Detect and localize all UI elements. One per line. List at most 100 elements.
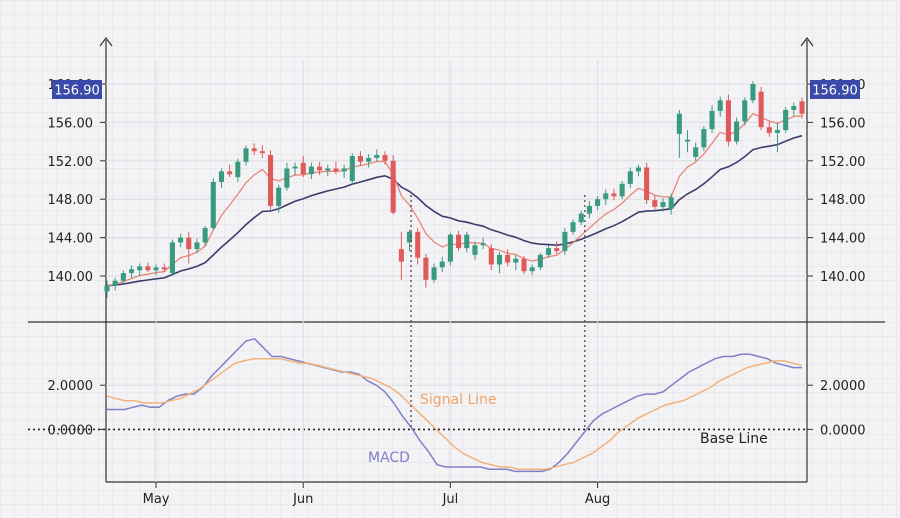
candle-body <box>104 285 110 292</box>
candle-body <box>112 280 118 286</box>
candle-down <box>758 86 764 131</box>
candle-up <box>210 178 216 230</box>
candle-down <box>161 263 167 273</box>
candle-down <box>644 162 650 204</box>
candle-body <box>505 254 511 263</box>
candle-body <box>652 200 658 207</box>
candle-body <box>464 234 470 249</box>
candle-up <box>783 107 789 133</box>
candle-down <box>333 161 339 175</box>
candle-body <box>366 157 372 162</box>
candle-up <box>169 239 175 276</box>
candle-body <box>562 231 568 252</box>
candle-down <box>300 156 306 178</box>
candle-body <box>374 155 380 158</box>
candlesticks <box>104 81 805 299</box>
candle-up <box>194 238 200 253</box>
candle-body <box>292 166 298 169</box>
candle-body <box>783 109 789 131</box>
candle-up <box>635 164 642 177</box>
candle-up <box>202 226 208 247</box>
candle-body <box>513 258 519 263</box>
candle-up <box>366 154 372 168</box>
indicator-right-tick-label: 0.0000 <box>820 423 866 438</box>
candle-down <box>725 94 731 147</box>
candle-body <box>169 242 175 274</box>
candle-up <box>709 105 715 133</box>
candle-body <box>357 156 364 162</box>
right-price-tag-label: 156.90 <box>812 84 858 99</box>
base-line-annotation: Base Line <box>700 431 768 447</box>
candle-body <box>349 156 355 181</box>
candle-body <box>480 243 486 246</box>
candle-body <box>202 228 208 243</box>
time-tick-label: Jun <box>292 492 313 507</box>
indicator-right-tick-label: 2.0000 <box>820 379 866 394</box>
candle-down <box>554 241 560 254</box>
candle-down <box>799 97 805 119</box>
price-right-tick-label: 152.00 <box>820 155 866 170</box>
candle-up <box>734 117 740 145</box>
candle-body <box>586 205 592 214</box>
candle-up <box>104 280 110 299</box>
candle-up <box>292 162 298 176</box>
candle-body <box>619 183 625 197</box>
candle-down <box>317 161 323 176</box>
candle-body <box>423 257 429 280</box>
candle-body <box>300 162 306 175</box>
candle-up <box>431 263 437 283</box>
candle-body <box>186 237 192 250</box>
candle-up <box>595 196 601 210</box>
candle-body <box>750 84 756 101</box>
right-price-tag: 156.90 <box>810 80 860 99</box>
candle-body <box>734 121 740 142</box>
candle-up <box>178 233 184 248</box>
left-price-tag-label: 156.90 <box>54 84 100 99</box>
candle-body <box>235 161 241 178</box>
candle-body <box>488 248 494 265</box>
candle-body <box>128 269 135 274</box>
candle-up <box>153 264 159 276</box>
candle-body <box>259 151 265 154</box>
macd-annotation: MACD <box>368 450 410 466</box>
candle-up <box>276 184 282 213</box>
candle-up <box>742 97 748 126</box>
candle-up <box>619 180 625 200</box>
candle-up <box>562 228 568 255</box>
left-price-tag: 156.90 <box>52 80 102 99</box>
candle-up <box>774 122 781 153</box>
candle-down <box>652 195 658 210</box>
candle-up <box>750 81 756 104</box>
candle-body <box>308 166 314 175</box>
candle-up <box>480 237 486 250</box>
price-right-tick-label: 156.00 <box>820 116 866 131</box>
candle-down <box>357 151 364 166</box>
candle-body <box>595 199 601 206</box>
candle-body <box>161 267 167 270</box>
candle-up <box>660 198 666 212</box>
candle-down <box>488 244 494 271</box>
candle-down <box>186 231 192 264</box>
signal-line-annotation: Signal Line <box>420 392 497 408</box>
candle-body <box>668 197 674 209</box>
candle-up <box>668 193 674 215</box>
candle-down <box>227 164 233 178</box>
candle-body <box>635 167 642 172</box>
candle-down <box>259 145 265 158</box>
candle-down <box>505 249 511 267</box>
signal-line-series <box>106 357 803 470</box>
candle-body <box>227 171 233 175</box>
candle-body <box>153 267 159 271</box>
long-moving-average-line <box>106 134 803 287</box>
candle-body <box>243 148 249 162</box>
price-left-axis-arrow <box>99 37 113 47</box>
x-axis-ticks: May Jun Jul Aug <box>143 482 610 507</box>
time-tick-label: Aug <box>585 492 610 507</box>
candle-down <box>415 228 421 265</box>
candle-body <box>382 155 388 161</box>
candle-body <box>627 171 633 184</box>
moving-averages <box>106 112 803 287</box>
candle-body <box>693 147 699 157</box>
indicator-left-tick-label: 0.0000 <box>48 423 94 438</box>
